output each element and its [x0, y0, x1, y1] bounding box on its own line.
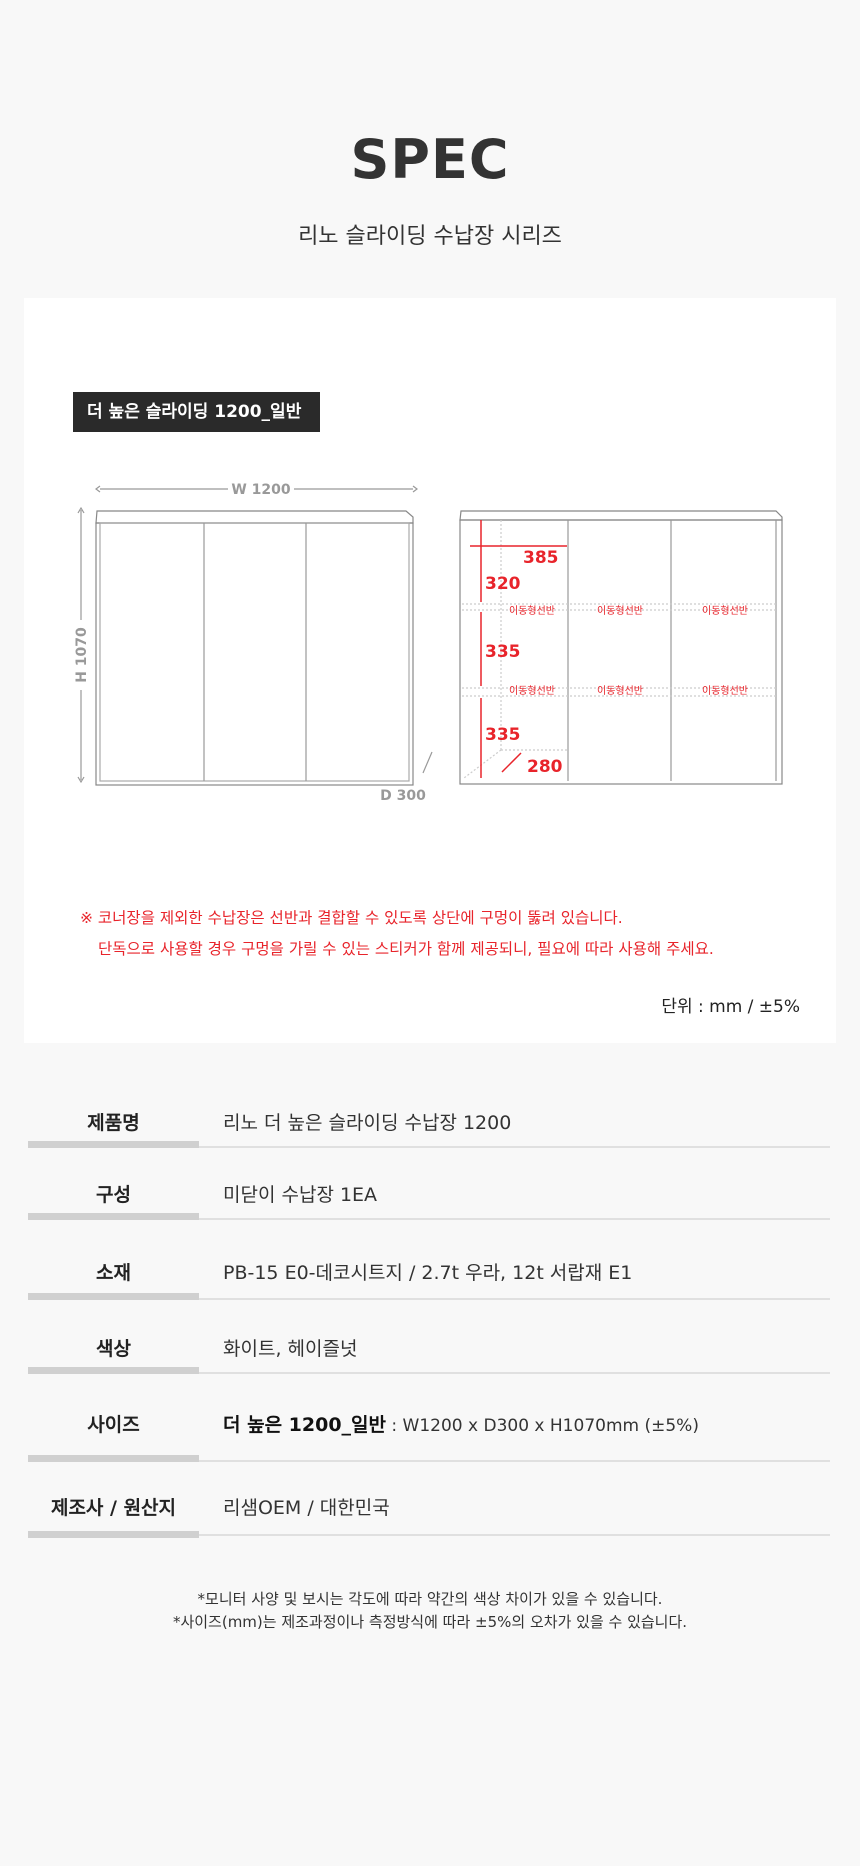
- page-subtitle: 리노 슬라이딩 수납장 시리즈: [298, 224, 562, 249]
- shelf-label: 이동형선반: [509, 605, 555, 617]
- dim-335-bottom: 335: [485, 725, 521, 745]
- row-value: 화이트, 헤이즐넛: [223, 1338, 358, 1360]
- row-value: PB-15 E0-데코시트지 / 2.7t 우라, 12t 서랍재 E1: [223, 1262, 633, 1284]
- front-view-drawing: [77, 485, 433, 786]
- row-value: 리샘OEM / 대한민국: [223, 1497, 390, 1519]
- interior-dimension-arrows: [470, 520, 567, 778]
- size-dimensions: : W1200 x D300 x H1070mm (±5%): [386, 1416, 699, 1436]
- row-value: 리노 더 높은 슬라이딩 수납장 1200: [223, 1112, 512, 1134]
- shelf-label: 이동형선반: [702, 605, 748, 617]
- row-label: 소재: [96, 1262, 131, 1284]
- shelf-label: 이동형선반: [597, 605, 643, 617]
- table-row: 제품명 리노 더 높은 슬라이딩 수납장 1200: [28, 1108, 830, 1148]
- page-title: SPEC: [350, 128, 510, 191]
- row-label: 제조사 / 원산지: [50, 1497, 177, 1519]
- row-label: 색상: [96, 1338, 131, 1360]
- shelf-label: 이동형선반: [597, 685, 643, 697]
- table-row: 제조사 / 원산지 리샘OEM / 대한민국: [28, 1493, 830, 1538]
- footer-note-2: *사이즈(mm)는 제조과정이나 측정방식에 따라 ±5%의 오차가 있을 수 …: [172, 1613, 688, 1631]
- row-label: 구성: [96, 1184, 131, 1206]
- dim-280: 280: [527, 757, 563, 777]
- table-row: 구성 미닫이 수납장 1EA: [28, 1180, 830, 1220]
- model-label: 더 높은 슬라이딩 1200_일반: [73, 392, 320, 432]
- row-label: 사이즈: [87, 1414, 140, 1436]
- row-label: 제품명: [87, 1112, 140, 1134]
- notice-line-2: 단독으로 사용할 경우 구멍을 가릴 수 있는 스티커가 함께 제공되니, 필요…: [98, 940, 714, 958]
- table-row: 소재 PB-15 E0-데코시트지 / 2.7t 우라, 12t 서랍재 E1: [28, 1258, 830, 1300]
- depth-dimension: D 300: [380, 788, 426, 804]
- height-dimension: H 1070: [74, 627, 90, 683]
- dim-320: 320: [485, 574, 521, 594]
- dim-385: 385: [523, 548, 559, 568]
- table-row: 사이즈 더 높은 1200_일반 : W1200 x D300 x H1070m…: [28, 1410, 830, 1462]
- unit-note: 단위 : mm / ±5%: [661, 997, 800, 1017]
- row-value: 더 높은 1200_일반 : W1200 x D300 x H1070mm (±…: [223, 1410, 699, 1437]
- table-row: 색상 화이트, 헤이즐넛: [28, 1334, 830, 1374]
- shelf-label: 이동형선반: [702, 685, 748, 697]
- interior-view-drawing: [459, 510, 783, 785]
- width-dimension: W 1200: [231, 482, 291, 498]
- shelf-label: 이동형선반: [509, 685, 555, 697]
- row-value: 미닫이 수납장 1EA: [223, 1184, 378, 1206]
- dim-335-middle: 335: [485, 642, 521, 662]
- notice-line-1: ※ 코너장을 제외한 수납장은 선반과 결합할 수 있도록 상단에 구멍이 뚫려…: [80, 909, 623, 927]
- footer-note-1: *모니터 사양 및 보시는 각도에 따라 약간의 색상 차이가 있을 수 있습니…: [197, 1590, 663, 1608]
- size-model: 더 높은 1200_일반: [223, 1414, 387, 1436]
